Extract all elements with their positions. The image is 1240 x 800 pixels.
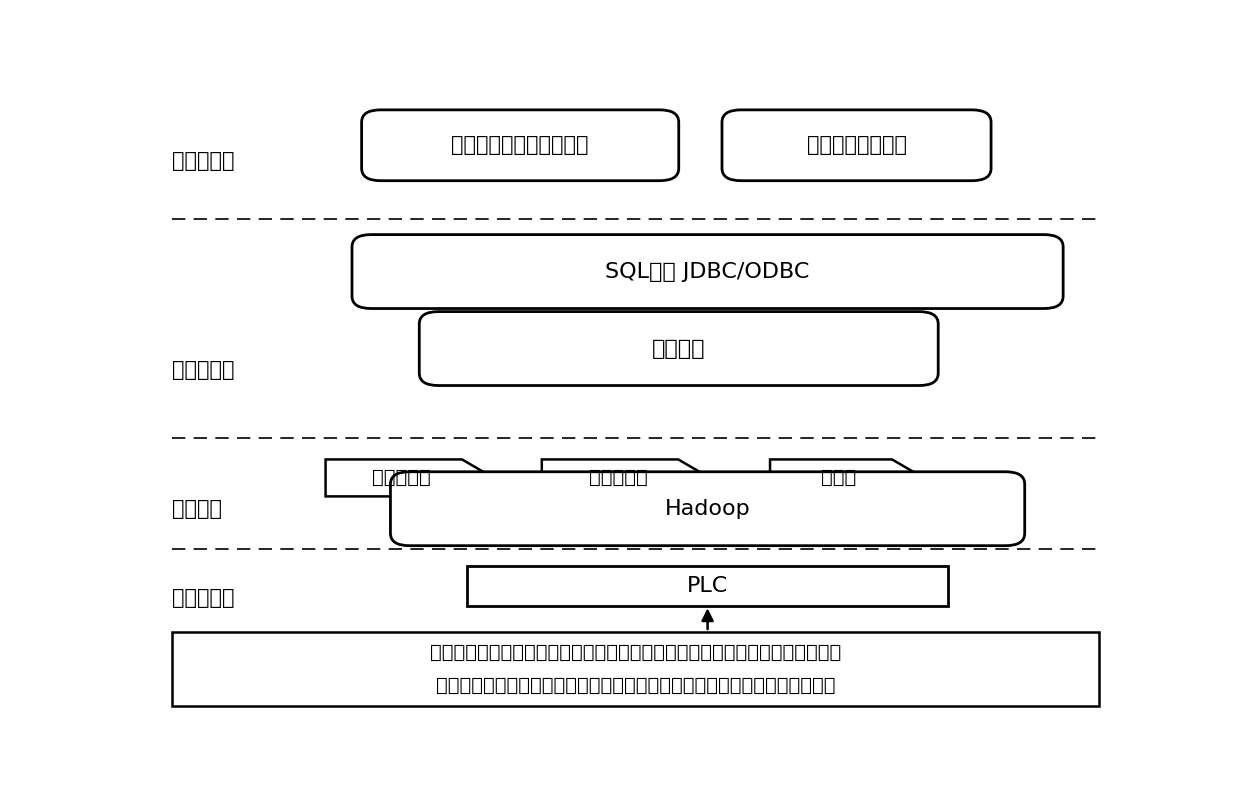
FancyBboxPatch shape	[419, 312, 939, 386]
Text: 深度学习: 深度学习	[652, 338, 706, 358]
Polygon shape	[542, 459, 711, 496]
Text: 实时流处理: 实时流处理	[589, 469, 647, 487]
Polygon shape	[326, 459, 494, 496]
FancyBboxPatch shape	[352, 234, 1063, 309]
Text: SQL接口 JDBC/ODBC: SQL接口 JDBC/ODBC	[605, 262, 810, 282]
Text: 数据加工层: 数据加工层	[172, 360, 234, 380]
Text: 透平机静叶厚度实时预测: 透平机静叶厚度实时预测	[451, 135, 589, 155]
Text: 数据库层: 数据库层	[172, 498, 222, 518]
Text: PLC: PLC	[687, 576, 728, 596]
FancyBboxPatch shape	[722, 110, 991, 181]
FancyBboxPatch shape	[467, 566, 947, 606]
Text: 人机界面层: 人机界面层	[172, 150, 234, 170]
FancyBboxPatch shape	[362, 110, 678, 181]
Text: 批处理: 批处理	[821, 469, 857, 487]
FancyBboxPatch shape	[391, 472, 1024, 546]
Text: 透平机入口煤气流量、入口煤气压力、入口煤气温度、入口煤气粉尘含量、透平
机转速、透平机功率、透平机出口煤气压力、出口煤气温度、透平机叶片厚度: 透平机入口煤气流量、入口煤气压力、入口煤气温度、入口煤气粉尘含量、透平 机转速、…	[430, 643, 841, 694]
Text: 交互式查询: 交互式查询	[372, 469, 432, 487]
FancyBboxPatch shape	[172, 632, 1099, 706]
Text: 数据集成层: 数据集成层	[172, 588, 234, 608]
Polygon shape	[770, 459, 924, 496]
Text: Hadoop: Hadoop	[665, 498, 750, 518]
Text: 静叶厚度超标报警: 静叶厚度超标报警	[806, 135, 906, 155]
